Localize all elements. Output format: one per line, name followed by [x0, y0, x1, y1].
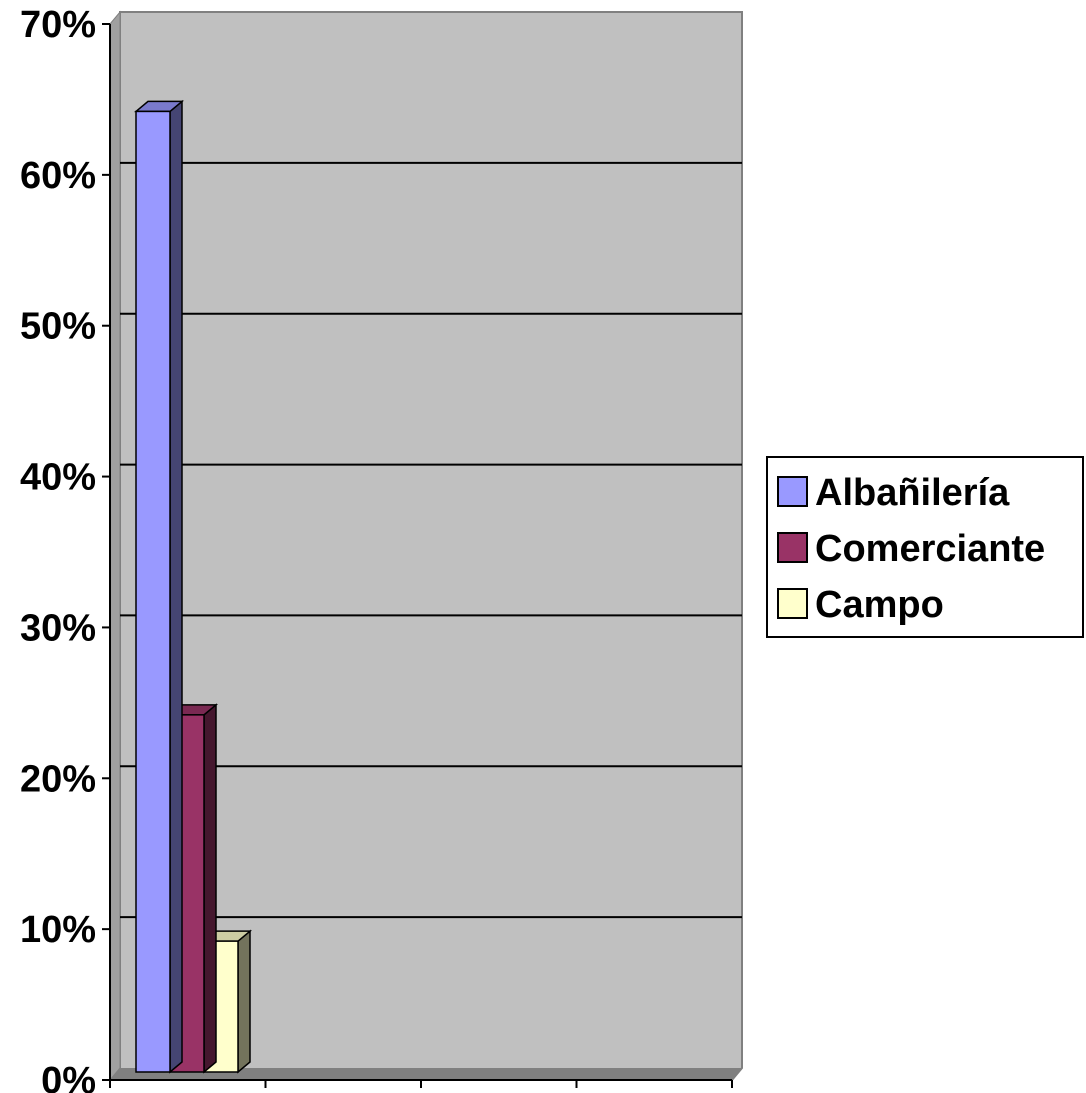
legend-label: Campo [815, 584, 944, 626]
bar-front [135, 110, 171, 1073]
y-tick-label: 10% [20, 909, 96, 951]
legend-swatch [777, 532, 808, 563]
legend-box [766, 456, 1084, 638]
y-tick-label: 70% [20, 4, 96, 46]
plot-floor [110, 1068, 742, 1080]
legend-swatch [777, 476, 808, 507]
bar-side [169, 99, 183, 1074]
bar-side [203, 703, 217, 1074]
bar [133, 99, 185, 1074]
bar-side [237, 929, 251, 1074]
y-tick-label: 40% [20, 457, 96, 499]
y-tick-label: 30% [20, 607, 96, 649]
plot-side-wall [109, 10, 121, 1082]
y-tick-label: 60% [20, 155, 96, 197]
y-tick-label: 50% [20, 306, 96, 348]
legend-swatch [777, 588, 808, 619]
legend-label: Comerciante [815, 528, 1045, 570]
y-tick-label: 0% [41, 1060, 96, 1093]
y-tick-label: 20% [20, 758, 96, 800]
legend-label: Albañilería [815, 472, 1010, 514]
bar [201, 929, 253, 1074]
